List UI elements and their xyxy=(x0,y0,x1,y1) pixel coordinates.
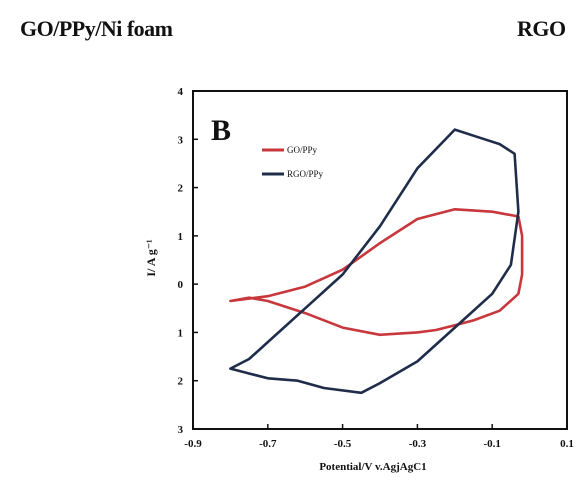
y-tick-label: 2 xyxy=(178,183,184,195)
y-tick-label: 3 xyxy=(178,424,184,436)
x-tick-label: -0.1 xyxy=(483,438,500,450)
legend: GO/PPy RGO/PPy xyxy=(262,145,324,179)
y-tick-label: 4 xyxy=(178,86,184,98)
legend-label: RGO/PPy xyxy=(287,169,324,179)
x-tick-label: -0.5 xyxy=(334,438,352,450)
x-axis-ticks: -0.9 -0.7 -0.5 -0.3 -0.1 0.1 xyxy=(184,424,574,450)
y-tick-label: 1 xyxy=(178,231,184,243)
series-rgo-ppy xyxy=(229,128,520,395)
y-tick-label: 3 xyxy=(178,134,184,146)
x-tick-label: -0.7 xyxy=(259,438,277,450)
x-axis-label: Potential/V v.AgjAgC1 xyxy=(319,461,426,473)
x-tick-label: 0.1 xyxy=(560,438,574,450)
y-tick-label: 1 xyxy=(178,327,184,339)
panel-label: B xyxy=(211,114,231,147)
legend-label: GO/PPy xyxy=(287,145,318,155)
panel-title-right: RGO xyxy=(517,16,566,41)
series-layer xyxy=(229,128,524,395)
series-go-ppy xyxy=(229,208,524,337)
plot-frame xyxy=(192,90,568,430)
y-tick-label: 2 xyxy=(178,376,184,388)
y-tick-label: 0 xyxy=(178,279,184,291)
x-tick-label: -0.3 xyxy=(409,438,427,450)
y-axis-label: I/ A g⁻¹ xyxy=(144,239,158,277)
panel-title-left: GO/PPy/Ni foam xyxy=(20,16,173,41)
x-tick-label: -0.9 xyxy=(184,438,202,450)
y-axis-ticks: 4 3 2 1 0 1 2 3 xyxy=(178,86,198,436)
